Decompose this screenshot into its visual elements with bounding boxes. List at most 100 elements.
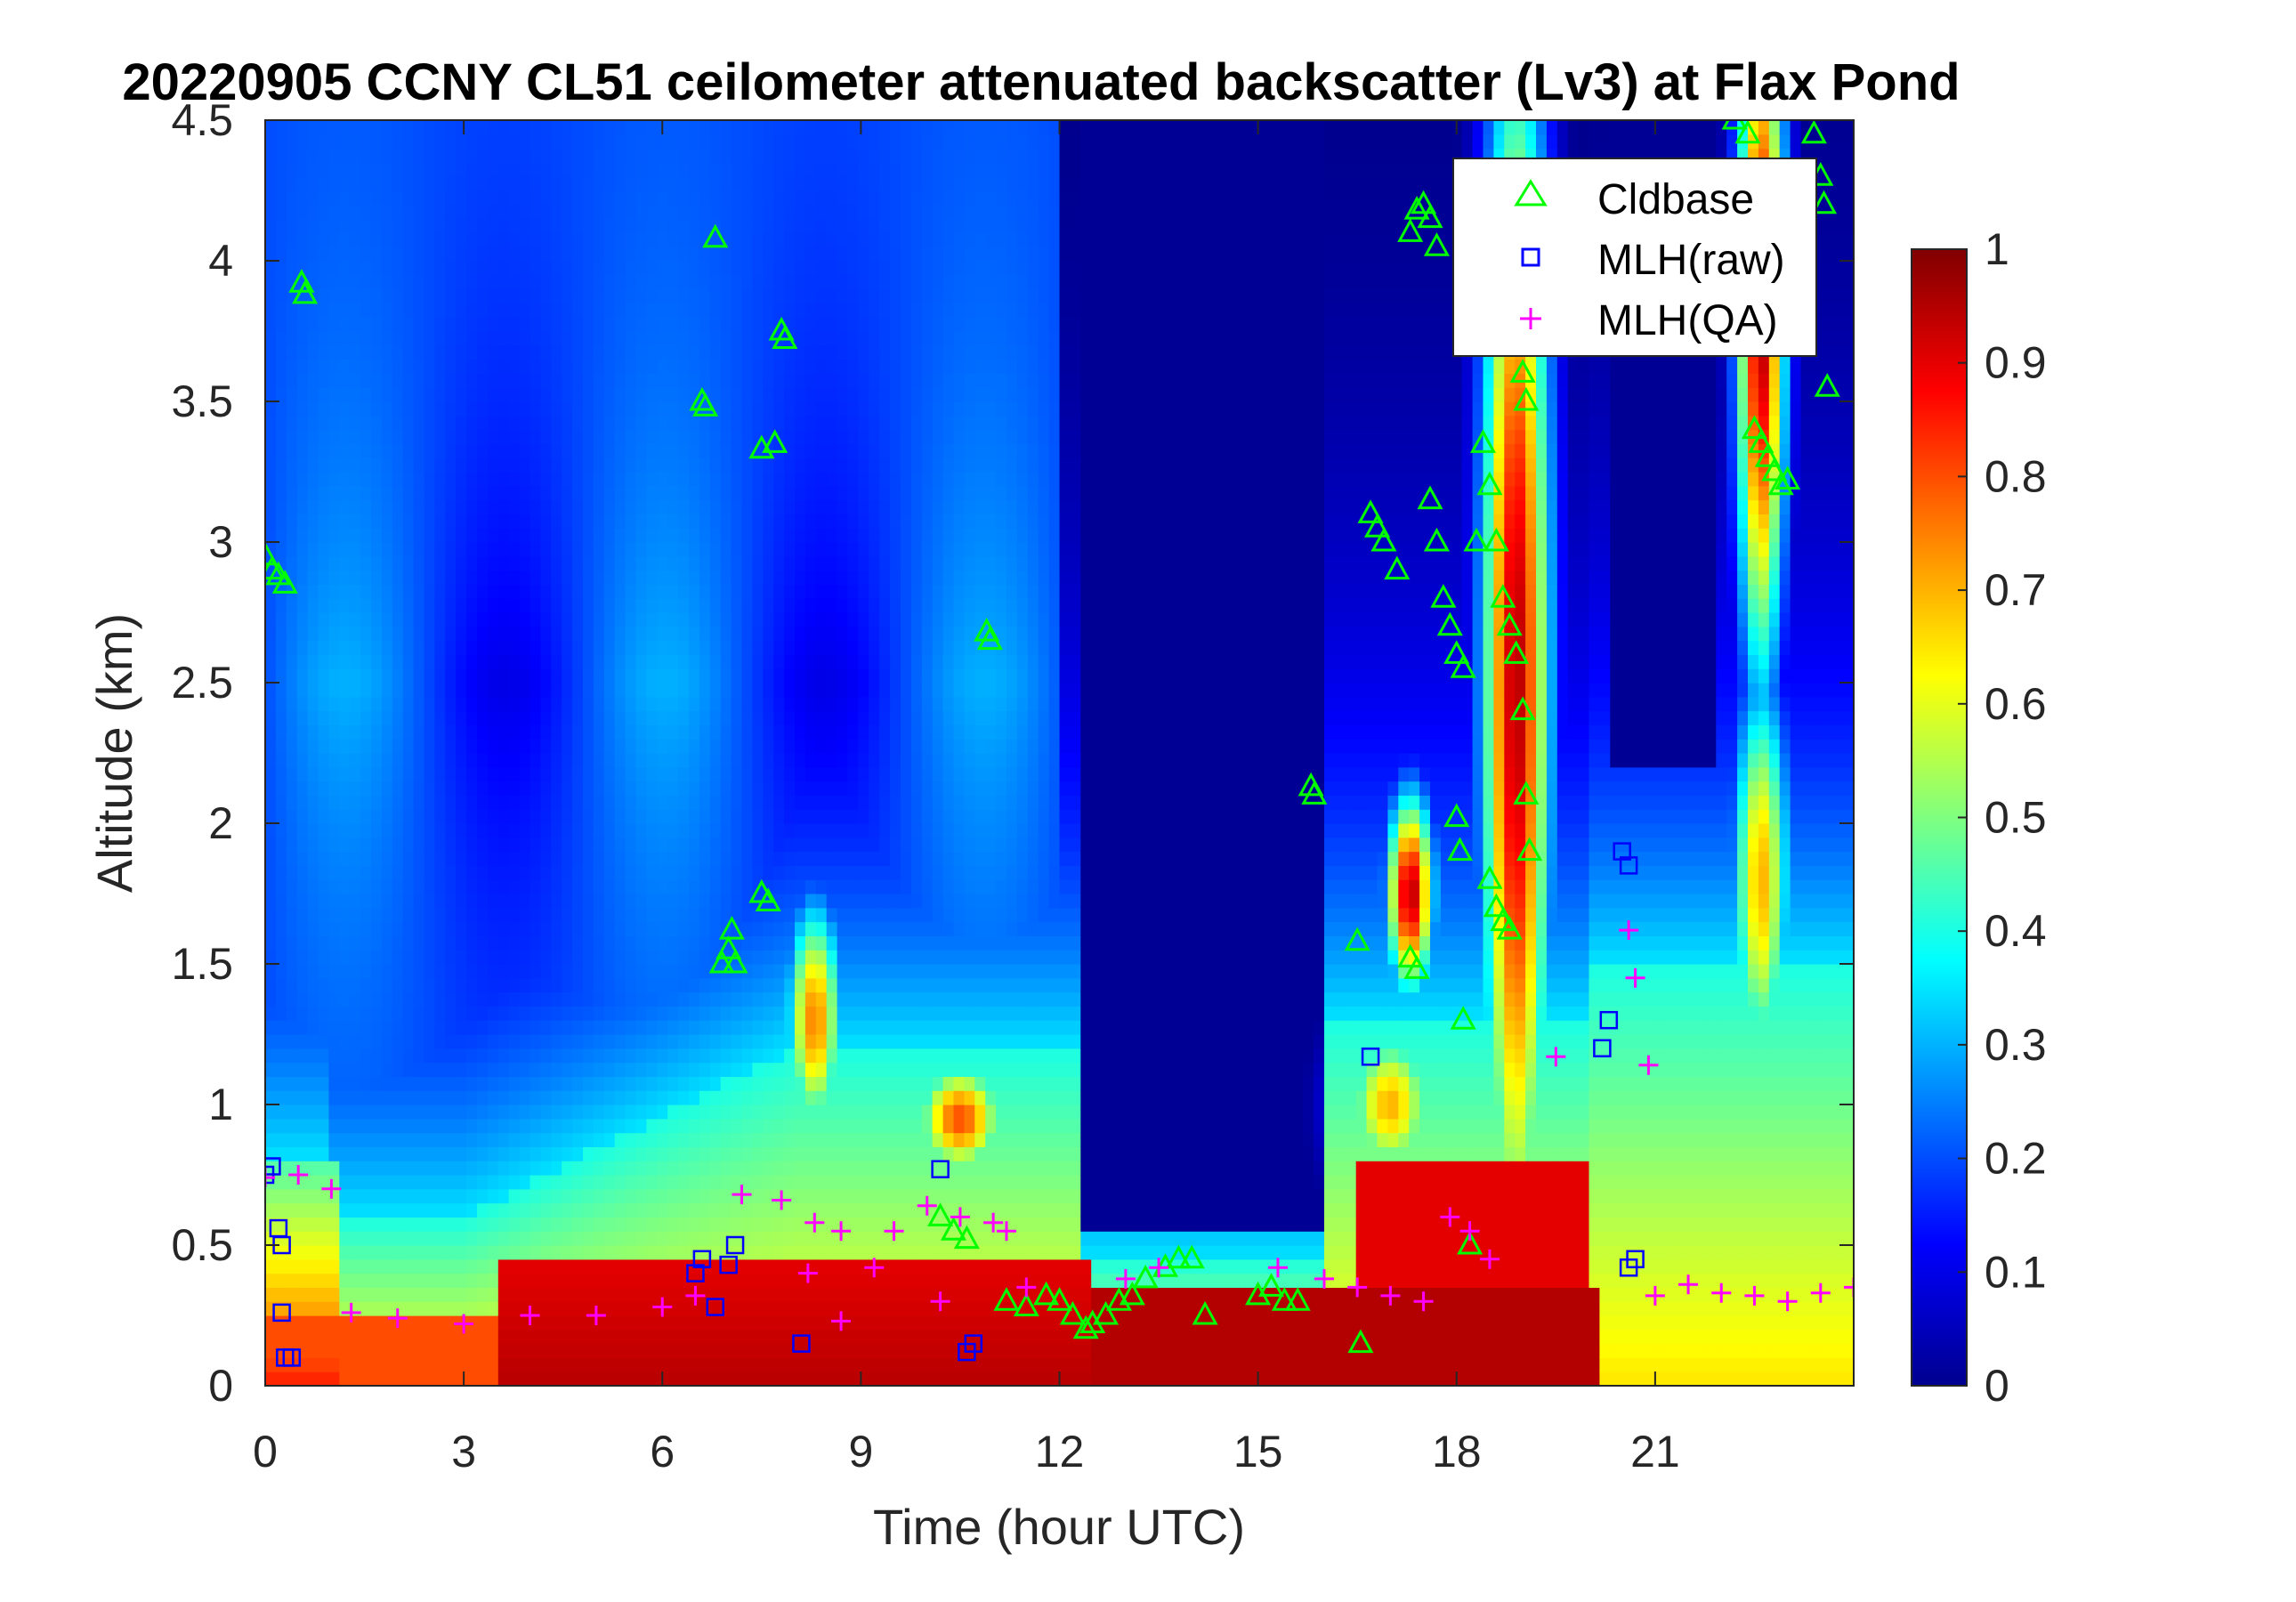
heatmap-cell xyxy=(350,781,361,796)
heatmap-cell xyxy=(699,204,711,220)
heatmap-cell xyxy=(795,204,806,220)
heatmap-cell xyxy=(519,1006,531,1021)
heatmap-cell xyxy=(614,683,627,698)
heatmap-cell xyxy=(795,499,806,514)
heatmap-cell xyxy=(487,1006,499,1021)
heatmap-cell xyxy=(307,964,319,979)
heatmap-cell xyxy=(318,977,329,993)
heatmap-cell xyxy=(657,950,668,965)
heatmap-cell xyxy=(530,1146,541,1161)
heatmap-cell xyxy=(307,894,319,909)
heatmap-cell xyxy=(795,485,806,501)
heatmap-cell xyxy=(625,443,637,458)
heatmap-cell xyxy=(434,710,446,725)
heatmap-cell xyxy=(530,555,541,571)
heatmap-cell xyxy=(424,977,435,993)
heatmap-cell xyxy=(497,288,510,303)
heatmap-cell xyxy=(657,415,668,431)
heatmap-cell xyxy=(709,344,722,360)
heatmap-cell xyxy=(603,1161,616,1176)
heatmap-cell xyxy=(826,1217,838,1232)
heatmap-cell xyxy=(434,415,446,431)
heatmap-cell xyxy=(265,261,277,276)
heatmap-cell xyxy=(424,457,435,473)
heatmap-cell xyxy=(741,1062,753,1077)
heatmap-cell xyxy=(837,1175,849,1190)
heatmap-cell xyxy=(477,331,489,346)
heatmap-cell xyxy=(413,1062,425,1077)
heatmap-cell xyxy=(572,851,584,866)
heatmap-cell xyxy=(763,1371,774,1386)
heatmap-cell xyxy=(562,766,573,782)
heatmap-cell xyxy=(350,865,361,880)
heatmap-cell xyxy=(413,1020,425,1035)
heatmap-cell xyxy=(318,288,329,303)
heatmap-cell xyxy=(551,344,562,360)
heatmap-cell xyxy=(371,317,383,332)
heatmap-cell xyxy=(540,921,552,936)
heatmap-cell xyxy=(286,1006,298,1021)
heatmap-cell xyxy=(784,247,796,262)
heatmap-cell xyxy=(466,485,478,501)
heatmap-cell xyxy=(477,303,489,318)
heatmap-cell xyxy=(657,809,668,824)
heatmap-cell xyxy=(275,766,287,782)
heatmap-cell xyxy=(328,781,340,796)
heatmap-cell xyxy=(318,373,329,388)
heatmap-cell xyxy=(328,1258,340,1274)
heatmap-cell xyxy=(614,429,627,444)
heatmap-cell xyxy=(603,1371,616,1386)
heatmap-cell xyxy=(540,626,552,642)
heatmap-cell xyxy=(583,401,594,417)
heatmap-cell xyxy=(296,1161,309,1176)
heatmap-cell xyxy=(763,1245,774,1260)
heatmap-cell xyxy=(339,823,351,838)
heatmap-cell xyxy=(847,1301,859,1316)
heatmap-cell xyxy=(445,457,457,473)
heatmap-cell xyxy=(593,1273,605,1288)
heatmap-cell xyxy=(795,766,806,782)
heatmap-cell xyxy=(593,120,605,135)
heatmap-cell xyxy=(614,724,627,740)
heatmap-cell xyxy=(635,584,647,599)
heatmap-cell xyxy=(530,387,541,402)
heatmap-cell xyxy=(667,753,679,768)
heatmap-cell xyxy=(307,1132,319,1147)
heatmap-cell xyxy=(275,907,287,923)
heatmap-cell xyxy=(763,485,774,501)
heatmap-cell xyxy=(530,865,541,880)
heatmap-cell xyxy=(392,499,404,514)
heatmap-cell xyxy=(804,1090,817,1105)
heatmap-cell xyxy=(392,1231,404,1246)
heatmap-cell xyxy=(763,1357,774,1372)
heatmap-cell xyxy=(562,176,573,191)
heatmap-cell xyxy=(657,739,668,754)
heatmap-cell xyxy=(381,626,393,642)
heatmap-cell xyxy=(551,696,562,712)
heatmap-cell xyxy=(763,865,774,880)
heatmap-cell xyxy=(731,190,743,206)
heatmap-cell xyxy=(826,1202,838,1218)
heatmap-cell xyxy=(477,879,489,894)
heatmap-cell xyxy=(699,1146,711,1161)
heatmap-cell xyxy=(804,485,817,501)
heatmap-cell xyxy=(350,1371,361,1386)
heatmap-cell xyxy=(657,1034,668,1049)
heatmap-cell xyxy=(667,1258,679,1274)
heatmap-cell xyxy=(720,1273,732,1288)
heatmap-cell xyxy=(286,485,298,501)
heatmap-cell xyxy=(625,148,637,163)
heatmap-cell xyxy=(667,1076,679,1091)
heatmap-cell xyxy=(784,1287,796,1302)
heatmap-cell xyxy=(689,457,700,473)
heatmap-cell xyxy=(286,598,298,613)
heatmap-cell xyxy=(551,584,562,599)
heatmap-cell xyxy=(699,472,711,487)
heatmap-cell xyxy=(741,753,753,768)
heatmap-cell xyxy=(456,1161,467,1176)
heatmap-cell xyxy=(625,457,637,473)
heatmap-cell xyxy=(837,1371,849,1386)
heatmap-cell xyxy=(646,654,658,669)
heatmap-cell xyxy=(371,288,383,303)
heatmap-cell xyxy=(709,429,722,444)
